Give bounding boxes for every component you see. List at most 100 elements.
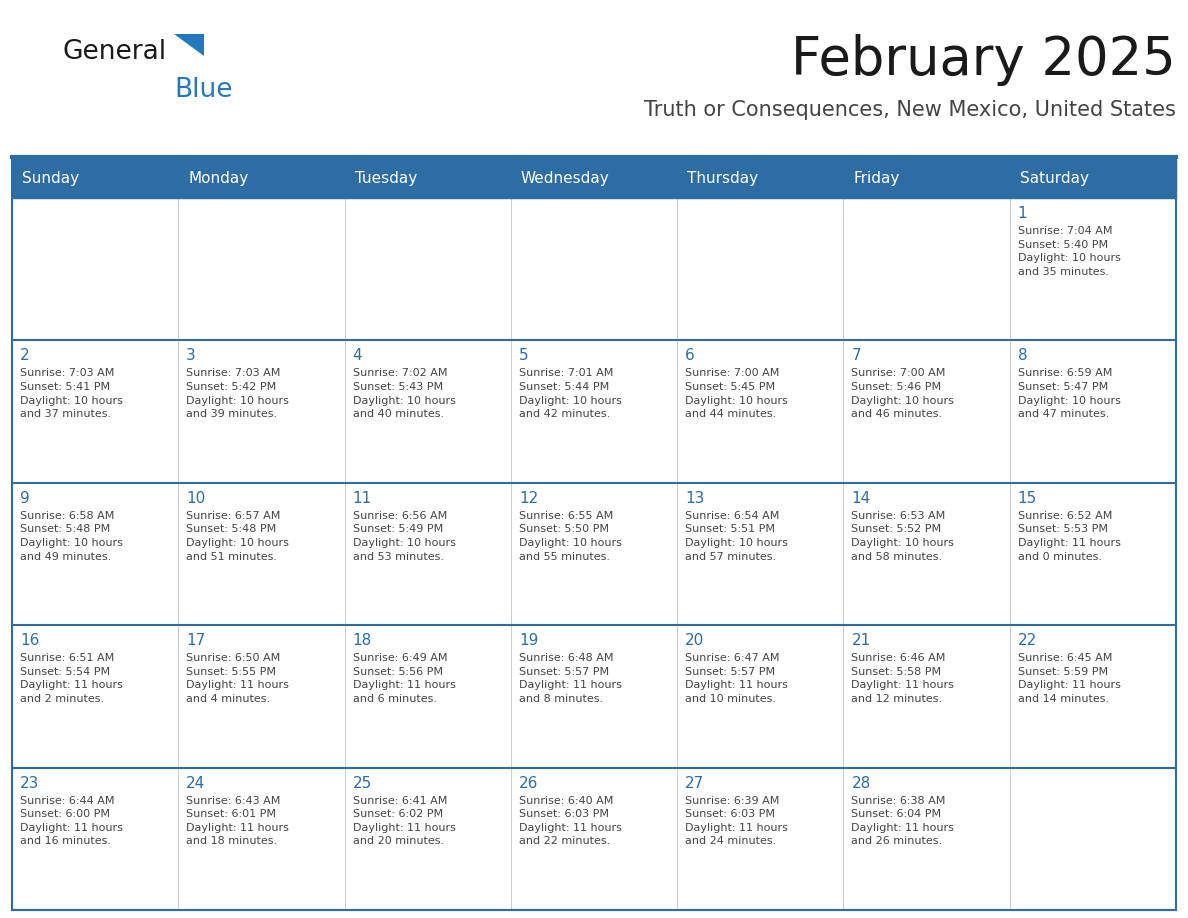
Text: Sunrise: 6:43 AM
Sunset: 6:01 PM
Daylight: 11 hours
and 18 minutes.: Sunrise: 6:43 AM Sunset: 6:01 PM Dayligh… bbox=[187, 796, 289, 846]
Text: Sunrise: 7:00 AM
Sunset: 5:45 PM
Daylight: 10 hours
and 44 minutes.: Sunrise: 7:00 AM Sunset: 5:45 PM Dayligh… bbox=[685, 368, 788, 420]
Bar bbox=[511, 625, 677, 767]
Bar bbox=[12, 160, 1176, 910]
Text: General: General bbox=[62, 39, 166, 65]
Text: Blue: Blue bbox=[173, 77, 233, 103]
Bar bbox=[1010, 625, 1176, 767]
Text: 26: 26 bbox=[519, 776, 538, 790]
Bar bbox=[677, 483, 843, 625]
Text: Truth or Consequences, New Mexico, United States: Truth or Consequences, New Mexico, Unite… bbox=[644, 100, 1176, 120]
Text: Sunrise: 6:50 AM
Sunset: 5:55 PM
Daylight: 11 hours
and 4 minutes.: Sunrise: 6:50 AM Sunset: 5:55 PM Dayligh… bbox=[187, 654, 289, 704]
Text: Sunrise: 6:46 AM
Sunset: 5:58 PM
Daylight: 11 hours
and 12 minutes.: Sunrise: 6:46 AM Sunset: 5:58 PM Dayligh… bbox=[852, 654, 954, 704]
Text: Sunrise: 7:03 AM
Sunset: 5:41 PM
Daylight: 10 hours
and 37 minutes.: Sunrise: 7:03 AM Sunset: 5:41 PM Dayligh… bbox=[20, 368, 122, 420]
Text: 1: 1 bbox=[1018, 206, 1028, 221]
Bar bbox=[843, 198, 1010, 341]
Text: Sunrise: 6:52 AM
Sunset: 5:53 PM
Daylight: 11 hours
and 0 minutes.: Sunrise: 6:52 AM Sunset: 5:53 PM Dayligh… bbox=[1018, 510, 1120, 562]
Text: 11: 11 bbox=[353, 491, 372, 506]
Text: 9: 9 bbox=[20, 491, 30, 506]
Bar bbox=[345, 483, 511, 625]
Bar bbox=[511, 483, 677, 625]
Text: Sunrise: 6:51 AM
Sunset: 5:54 PM
Daylight: 11 hours
and 2 minutes.: Sunrise: 6:51 AM Sunset: 5:54 PM Dayligh… bbox=[20, 654, 122, 704]
Bar bbox=[843, 341, 1010, 483]
Bar bbox=[843, 767, 1010, 910]
Text: Sunrise: 7:02 AM
Sunset: 5:43 PM
Daylight: 10 hours
and 40 minutes.: Sunrise: 7:02 AM Sunset: 5:43 PM Dayligh… bbox=[353, 368, 455, 420]
Bar bbox=[12, 483, 178, 625]
Bar bbox=[12, 767, 178, 910]
Bar bbox=[12, 625, 178, 767]
Text: 14: 14 bbox=[852, 491, 871, 506]
Bar bbox=[12, 198, 178, 341]
Text: 5: 5 bbox=[519, 349, 529, 364]
Bar bbox=[12, 160, 1176, 198]
Text: Friday: Friday bbox=[853, 172, 899, 186]
Text: 10: 10 bbox=[187, 491, 206, 506]
Text: 16: 16 bbox=[20, 633, 39, 648]
Bar bbox=[677, 341, 843, 483]
Text: Sunrise: 6:58 AM
Sunset: 5:48 PM
Daylight: 10 hours
and 49 minutes.: Sunrise: 6:58 AM Sunset: 5:48 PM Dayligh… bbox=[20, 510, 122, 562]
Text: Tuesday: Tuesday bbox=[354, 172, 417, 186]
Text: Sunrise: 6:45 AM
Sunset: 5:59 PM
Daylight: 11 hours
and 14 minutes.: Sunrise: 6:45 AM Sunset: 5:59 PM Dayligh… bbox=[1018, 654, 1120, 704]
Text: 19: 19 bbox=[519, 633, 538, 648]
Text: 27: 27 bbox=[685, 776, 704, 790]
Bar bbox=[511, 767, 677, 910]
Bar bbox=[345, 160, 511, 198]
Bar bbox=[1010, 341, 1176, 483]
Bar bbox=[12, 341, 178, 483]
Bar bbox=[843, 160, 1010, 198]
Bar bbox=[511, 341, 677, 483]
Text: 23: 23 bbox=[20, 776, 39, 790]
Bar bbox=[178, 341, 345, 483]
Text: Sunrise: 6:57 AM
Sunset: 5:48 PM
Daylight: 10 hours
and 51 minutes.: Sunrise: 6:57 AM Sunset: 5:48 PM Dayligh… bbox=[187, 510, 289, 562]
Text: 24: 24 bbox=[187, 776, 206, 790]
Bar bbox=[178, 767, 345, 910]
Bar bbox=[178, 198, 345, 341]
Polygon shape bbox=[173, 34, 204, 56]
Bar bbox=[843, 625, 1010, 767]
Text: Sunrise: 6:39 AM
Sunset: 6:03 PM
Daylight: 11 hours
and 24 minutes.: Sunrise: 6:39 AM Sunset: 6:03 PM Dayligh… bbox=[685, 796, 788, 846]
Bar bbox=[1010, 483, 1176, 625]
Text: Sunrise: 6:53 AM
Sunset: 5:52 PM
Daylight: 10 hours
and 58 minutes.: Sunrise: 6:53 AM Sunset: 5:52 PM Dayligh… bbox=[852, 510, 954, 562]
Text: 22: 22 bbox=[1018, 633, 1037, 648]
Text: Sunrise: 6:41 AM
Sunset: 6:02 PM
Daylight: 11 hours
and 20 minutes.: Sunrise: 6:41 AM Sunset: 6:02 PM Dayligh… bbox=[353, 796, 455, 846]
Text: Sunrise: 6:48 AM
Sunset: 5:57 PM
Daylight: 11 hours
and 8 minutes.: Sunrise: 6:48 AM Sunset: 5:57 PM Dayligh… bbox=[519, 654, 621, 704]
Text: Sunrise: 6:47 AM
Sunset: 5:57 PM
Daylight: 11 hours
and 10 minutes.: Sunrise: 6:47 AM Sunset: 5:57 PM Dayligh… bbox=[685, 654, 788, 704]
Text: 13: 13 bbox=[685, 491, 704, 506]
Bar bbox=[345, 341, 511, 483]
Bar bbox=[345, 767, 511, 910]
Text: 21: 21 bbox=[852, 633, 871, 648]
Text: Sunrise: 6:40 AM
Sunset: 6:03 PM
Daylight: 11 hours
and 22 minutes.: Sunrise: 6:40 AM Sunset: 6:03 PM Dayligh… bbox=[519, 796, 621, 846]
Text: 8: 8 bbox=[1018, 349, 1028, 364]
Text: 18: 18 bbox=[353, 633, 372, 648]
Bar bbox=[511, 198, 677, 341]
Text: Sunrise: 7:03 AM
Sunset: 5:42 PM
Daylight: 10 hours
and 39 minutes.: Sunrise: 7:03 AM Sunset: 5:42 PM Dayligh… bbox=[187, 368, 289, 420]
Bar bbox=[178, 625, 345, 767]
Text: Sunrise: 7:04 AM
Sunset: 5:40 PM
Daylight: 10 hours
and 35 minutes.: Sunrise: 7:04 AM Sunset: 5:40 PM Dayligh… bbox=[1018, 226, 1120, 277]
Bar bbox=[12, 160, 178, 198]
Text: 20: 20 bbox=[685, 633, 704, 648]
Text: Sunrise: 7:01 AM
Sunset: 5:44 PM
Daylight: 10 hours
and 42 minutes.: Sunrise: 7:01 AM Sunset: 5:44 PM Dayligh… bbox=[519, 368, 621, 420]
Bar bbox=[677, 767, 843, 910]
Text: Monday: Monday bbox=[188, 172, 248, 186]
Text: Saturday: Saturday bbox=[1019, 172, 1088, 186]
Text: 3: 3 bbox=[187, 349, 196, 364]
Text: Sunrise: 6:55 AM
Sunset: 5:50 PM
Daylight: 10 hours
and 55 minutes.: Sunrise: 6:55 AM Sunset: 5:50 PM Dayligh… bbox=[519, 510, 621, 562]
Text: February 2025: February 2025 bbox=[791, 34, 1176, 86]
Text: 2: 2 bbox=[20, 349, 30, 364]
Text: Sunrise: 6:56 AM
Sunset: 5:49 PM
Daylight: 10 hours
and 53 minutes.: Sunrise: 6:56 AM Sunset: 5:49 PM Dayligh… bbox=[353, 510, 455, 562]
Bar bbox=[345, 198, 511, 341]
Bar bbox=[677, 160, 843, 198]
Bar bbox=[178, 483, 345, 625]
Bar bbox=[677, 198, 843, 341]
Text: Sunday: Sunday bbox=[23, 172, 80, 186]
Bar bbox=[1010, 767, 1176, 910]
Text: Sunrise: 6:54 AM
Sunset: 5:51 PM
Daylight: 10 hours
and 57 minutes.: Sunrise: 6:54 AM Sunset: 5:51 PM Dayligh… bbox=[685, 510, 788, 562]
Text: 15: 15 bbox=[1018, 491, 1037, 506]
Bar bbox=[1010, 160, 1176, 198]
Bar bbox=[1010, 198, 1176, 341]
Text: Wednesday: Wednesday bbox=[520, 172, 609, 186]
Text: Sunrise: 6:59 AM
Sunset: 5:47 PM
Daylight: 10 hours
and 47 minutes.: Sunrise: 6:59 AM Sunset: 5:47 PM Dayligh… bbox=[1018, 368, 1120, 420]
Text: Sunrise: 6:44 AM
Sunset: 6:00 PM
Daylight: 11 hours
and 16 minutes.: Sunrise: 6:44 AM Sunset: 6:00 PM Dayligh… bbox=[20, 796, 122, 846]
Text: 4: 4 bbox=[353, 349, 362, 364]
Text: Sunrise: 6:49 AM
Sunset: 5:56 PM
Daylight: 11 hours
and 6 minutes.: Sunrise: 6:49 AM Sunset: 5:56 PM Dayligh… bbox=[353, 654, 455, 704]
Text: 7: 7 bbox=[852, 349, 861, 364]
Text: Sunrise: 7:00 AM
Sunset: 5:46 PM
Daylight: 10 hours
and 46 minutes.: Sunrise: 7:00 AM Sunset: 5:46 PM Dayligh… bbox=[852, 368, 954, 420]
